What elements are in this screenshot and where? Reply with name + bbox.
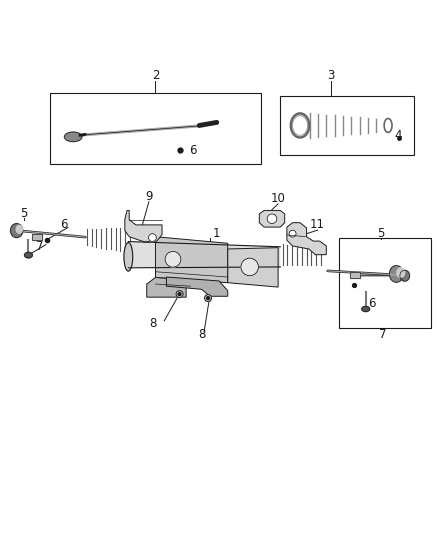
Ellipse shape (389, 265, 403, 282)
Circle shape (165, 252, 181, 267)
Polygon shape (125, 211, 162, 242)
Polygon shape (228, 248, 278, 287)
Bar (32, 234, 42, 240)
Circle shape (176, 290, 183, 297)
Bar (350, 272, 360, 278)
Text: 2: 2 (152, 69, 159, 83)
Polygon shape (287, 223, 326, 255)
Text: 4: 4 (395, 128, 403, 142)
Text: 5: 5 (21, 207, 28, 221)
Circle shape (207, 297, 209, 300)
Polygon shape (155, 237, 228, 282)
Text: 6: 6 (189, 144, 197, 157)
Text: 8: 8 (198, 328, 205, 341)
Circle shape (205, 295, 212, 302)
Text: 3: 3 (327, 69, 334, 83)
Polygon shape (259, 211, 285, 227)
Text: 10: 10 (271, 192, 286, 205)
Text: 7: 7 (35, 240, 43, 253)
Ellipse shape (25, 252, 32, 258)
Ellipse shape (16, 225, 22, 233)
Circle shape (178, 293, 181, 295)
Bar (50, 93, 261, 164)
Circle shape (267, 214, 277, 223)
Ellipse shape (400, 270, 410, 281)
Text: 6: 6 (60, 219, 67, 231)
Bar (280, 96, 414, 155)
Text: 5: 5 (378, 227, 385, 240)
Bar (350, 272, 360, 278)
Ellipse shape (397, 268, 405, 278)
Text: 11: 11 (310, 219, 325, 231)
Text: 6: 6 (368, 297, 376, 310)
Text: 8: 8 (150, 317, 157, 330)
Ellipse shape (64, 132, 82, 142)
Circle shape (148, 233, 156, 241)
Ellipse shape (362, 306, 370, 312)
Ellipse shape (124, 243, 133, 271)
Text: 1: 1 (213, 227, 221, 240)
Circle shape (241, 258, 258, 276)
Ellipse shape (11, 223, 23, 238)
Bar (339, 238, 431, 328)
Text: 7: 7 (379, 328, 387, 341)
Polygon shape (166, 277, 228, 296)
Bar (32, 234, 42, 240)
Polygon shape (128, 241, 280, 268)
Polygon shape (147, 278, 186, 297)
Circle shape (289, 230, 296, 237)
Text: 9: 9 (145, 190, 153, 203)
